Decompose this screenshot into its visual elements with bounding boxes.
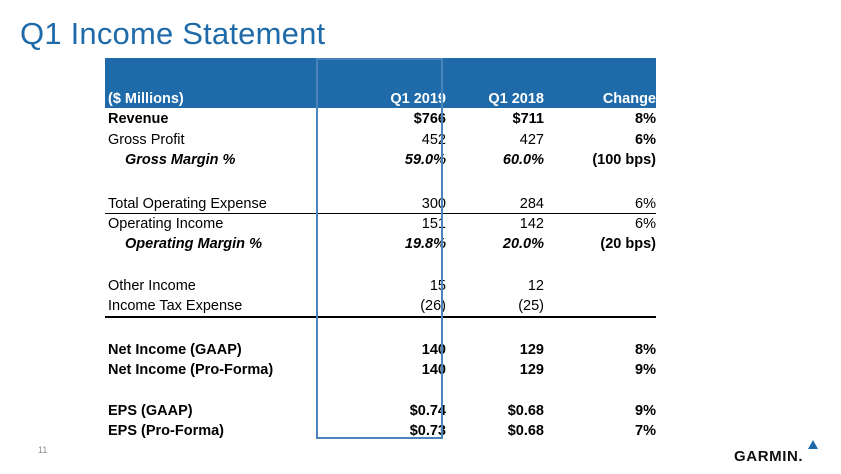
cell-q1-2018: (25) [518, 298, 544, 314]
row-label: EPS (Pro-Forma) [108, 423, 225, 439]
table-row-income-tax: Income Tax Expense (26) (25) [105, 296, 656, 316]
cell-q1-2018: $711 [512, 111, 544, 127]
row-label: Gross Margin % [125, 152, 236, 168]
cell-q1-2019: 19.8% [404, 236, 446, 252]
cell-change: 8% [635, 111, 656, 127]
table-row-total-opex: Total Operating Expense 300 284 6% [105, 194, 656, 214]
header-change: Change [602, 91, 656, 107]
cell-q1-2019: 300 [421, 196, 446, 212]
triangle-icon [808, 440, 818, 449]
cell-q1-2019: (26) [420, 298, 446, 314]
cell-q1-2018: 142 [519, 216, 544, 232]
table-header-row: ($ Millions) Q1 2019 Q1 2018 Change [105, 89, 656, 109]
cell-q1-2019: 140 [421, 342, 446, 358]
cell-q1-2018: $0.68 [507, 403, 544, 419]
table-header-band [105, 58, 656, 108]
table-row-operating-margin: Operating Margin % 19.8% 20.0% (20 bps) [105, 234, 656, 254]
cell-q1-2019: 452 [421, 132, 446, 148]
cell-q1-2019: 140 [421, 362, 446, 378]
cell-change: 6% [635, 216, 656, 232]
cell-change: (100 bps) [592, 152, 656, 168]
divider-thick [105, 316, 656, 318]
row-label: Net Income (Pro-Forma) [108, 362, 274, 378]
cell-q1-2018: 129 [519, 362, 544, 378]
cell-change: 8% [635, 342, 656, 358]
cell-change: 6% [635, 196, 656, 212]
row-label: Gross Profit [108, 132, 185, 148]
table-row-gross-profit: Gross Profit 452 427 6% [105, 130, 656, 150]
table-row-net-income-proforma: Net Income (Pro-Forma) 140 129 9% [105, 360, 656, 380]
table-row-revenue: Revenue $766 $711 8% [105, 109, 656, 129]
table-row-eps-proforma: EPS (Pro-Forma) $0.73 $0.68 7% [105, 421, 656, 441]
cell-q1-2018: 427 [519, 132, 544, 148]
header-units: ($ Millions) [108, 91, 184, 107]
table-row-eps-gaap: EPS (GAAP) $0.74 $0.68 9% [105, 401, 656, 421]
cell-q1-2019: 59.0% [404, 152, 446, 168]
cell-q1-2018: 20.0% [502, 236, 544, 252]
cell-q1-2018: $0.68 [507, 423, 544, 439]
cell-change: 9% [635, 403, 656, 419]
row-label: EPS (GAAP) [108, 403, 193, 419]
cell-q1-2018: 60.0% [502, 152, 544, 168]
table-row-net-income-gaap: Net Income (GAAP) 140 129 8% [105, 340, 656, 360]
cell-change: 7% [635, 423, 656, 439]
cell-q1-2019: $766 [413, 111, 446, 127]
cell-q1-2018: 284 [519, 196, 544, 212]
cell-q1-2019: $0.74 [409, 403, 446, 419]
cell-q1-2018: 12 [527, 278, 544, 294]
cell-change: 9% [635, 362, 656, 378]
row-label: Operating Income [108, 216, 224, 232]
header-q1-2018: Q1 2018 [488, 91, 544, 107]
row-label: Revenue [108, 111, 169, 127]
table-row-operating-income: Operating Income 151 142 6% [105, 214, 656, 234]
page-number: 11 [38, 445, 48, 455]
row-label: Total Operating Expense [108, 196, 267, 212]
page-title: Q1 Income Statement [20, 16, 326, 51]
cell-change: 6% [635, 132, 656, 148]
cell-q1-2019: $0.73 [409, 423, 446, 439]
cell-q1-2018: 129 [519, 342, 544, 358]
row-label: Net Income (GAAP) [108, 342, 242, 358]
row-label: Income Tax Expense [108, 298, 243, 314]
divider [105, 213, 656, 214]
row-label: Other Income [108, 278, 196, 294]
row-label: Operating Margin % [125, 236, 262, 252]
table-row-gross-margin: Gross Margin % 59.0% 60.0% (100 bps) [105, 150, 656, 170]
header-q1-2019: Q1 2019 [390, 91, 446, 107]
garmin-logo: GARMIN. [734, 440, 824, 470]
cell-q1-2019: 151 [421, 216, 446, 232]
cell-change: (20 bps) [600, 236, 656, 252]
q1-2019-column-highlight [316, 58, 443, 439]
table-row-other-income: Other Income 15 12 [105, 276, 656, 296]
logo-wordmark: GARMIN. [734, 448, 804, 465]
